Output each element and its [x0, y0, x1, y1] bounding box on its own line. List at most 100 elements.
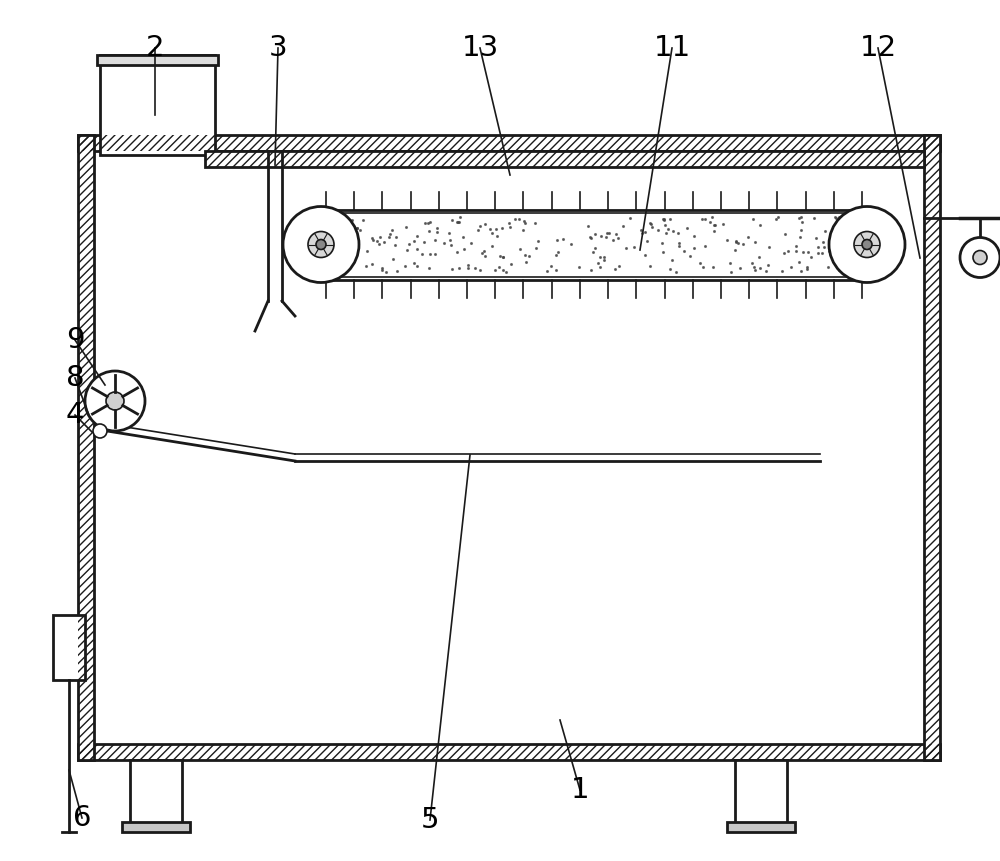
Point [397, 259, 413, 273]
Point [793, 264, 809, 278]
Point [658, 226, 674, 240]
Point [517, 216, 533, 230]
Point [474, 246, 490, 260]
Text: 3: 3 [269, 34, 287, 62]
Point [791, 211, 807, 225]
Point [704, 210, 720, 224]
Point [527, 216, 543, 230]
Bar [924, 135, 940, 760]
Point [751, 250, 767, 263]
Point [451, 261, 467, 275]
Point [817, 225, 833, 238]
Point [429, 221, 445, 235]
Point [484, 226, 500, 240]
Point [355, 214, 371, 227]
Bar [78, 135, 94, 760]
Point [550, 245, 566, 259]
Point [543, 259, 559, 273]
Bar [122, 822, 190, 832]
Point [596, 250, 612, 263]
Point [384, 223, 400, 237]
Bar [97, 55, 218, 65]
Point [823, 231, 839, 245]
Bar [94, 395, 104, 407]
Point [427, 232, 443, 246]
Point [417, 216, 433, 230]
Point [592, 261, 608, 275]
Point [381, 231, 397, 245]
Text: 9: 9 [66, 326, 84, 354]
Point [827, 210, 843, 224]
Point [758, 264, 774, 278]
Point [662, 263, 678, 276]
Point [643, 218, 659, 232]
Point [328, 263, 344, 276]
Point [358, 259, 374, 273]
Point [399, 243, 415, 257]
Point [487, 263, 503, 277]
Text: 1: 1 [571, 776, 589, 804]
Point [715, 217, 731, 231]
Point [610, 231, 626, 245]
Point [707, 218, 723, 232]
Point [455, 230, 471, 244]
Point [671, 239, 687, 253]
Circle shape [973, 251, 987, 264]
Point [840, 251, 856, 265]
Point [548, 263, 564, 277]
Point [746, 260, 762, 274]
Point [794, 215, 810, 229]
Point [338, 250, 354, 263]
Point [774, 264, 790, 278]
Point [735, 238, 751, 251]
Point [607, 262, 623, 276]
Point [359, 245, 375, 258]
Point [385, 251, 401, 265]
Point [460, 261, 476, 275]
Point [831, 263, 847, 276]
Point [820, 260, 836, 274]
Point [654, 236, 670, 250]
Point [343, 220, 359, 233]
Point [503, 257, 519, 271]
Point [637, 225, 653, 238]
Point [793, 223, 809, 237]
Text: 12: 12 [859, 34, 897, 62]
Point [549, 233, 565, 247]
Point [414, 247, 430, 261]
Point [815, 235, 831, 249]
Point [388, 231, 404, 245]
Point [752, 219, 768, 232]
Point [530, 234, 546, 248]
Point [583, 231, 599, 245]
Point [821, 244, 837, 257]
Point [745, 212, 761, 226]
Point [697, 239, 713, 253]
Point [587, 242, 603, 256]
Point [456, 243, 472, 257]
Point [482, 222, 498, 236]
Point [378, 265, 394, 279]
Point [349, 221, 365, 235]
Point [491, 260, 507, 274]
Point [656, 213, 672, 226]
Point [460, 258, 476, 272]
Point [593, 229, 609, 243]
Point [605, 233, 621, 247]
Point [515, 224, 531, 238]
Point [795, 245, 811, 258]
Point [409, 242, 425, 256]
Circle shape [862, 239, 872, 250]
Point [650, 223, 666, 237]
Point [463, 236, 479, 250]
Point [803, 250, 819, 263]
Point [328, 229, 344, 243]
Point [670, 226, 686, 240]
Point [642, 216, 658, 230]
Point [722, 256, 738, 269]
Point [608, 226, 624, 240]
Point [451, 215, 467, 229]
Point [442, 233, 458, 247]
Circle shape [854, 232, 880, 257]
Point [518, 255, 534, 269]
